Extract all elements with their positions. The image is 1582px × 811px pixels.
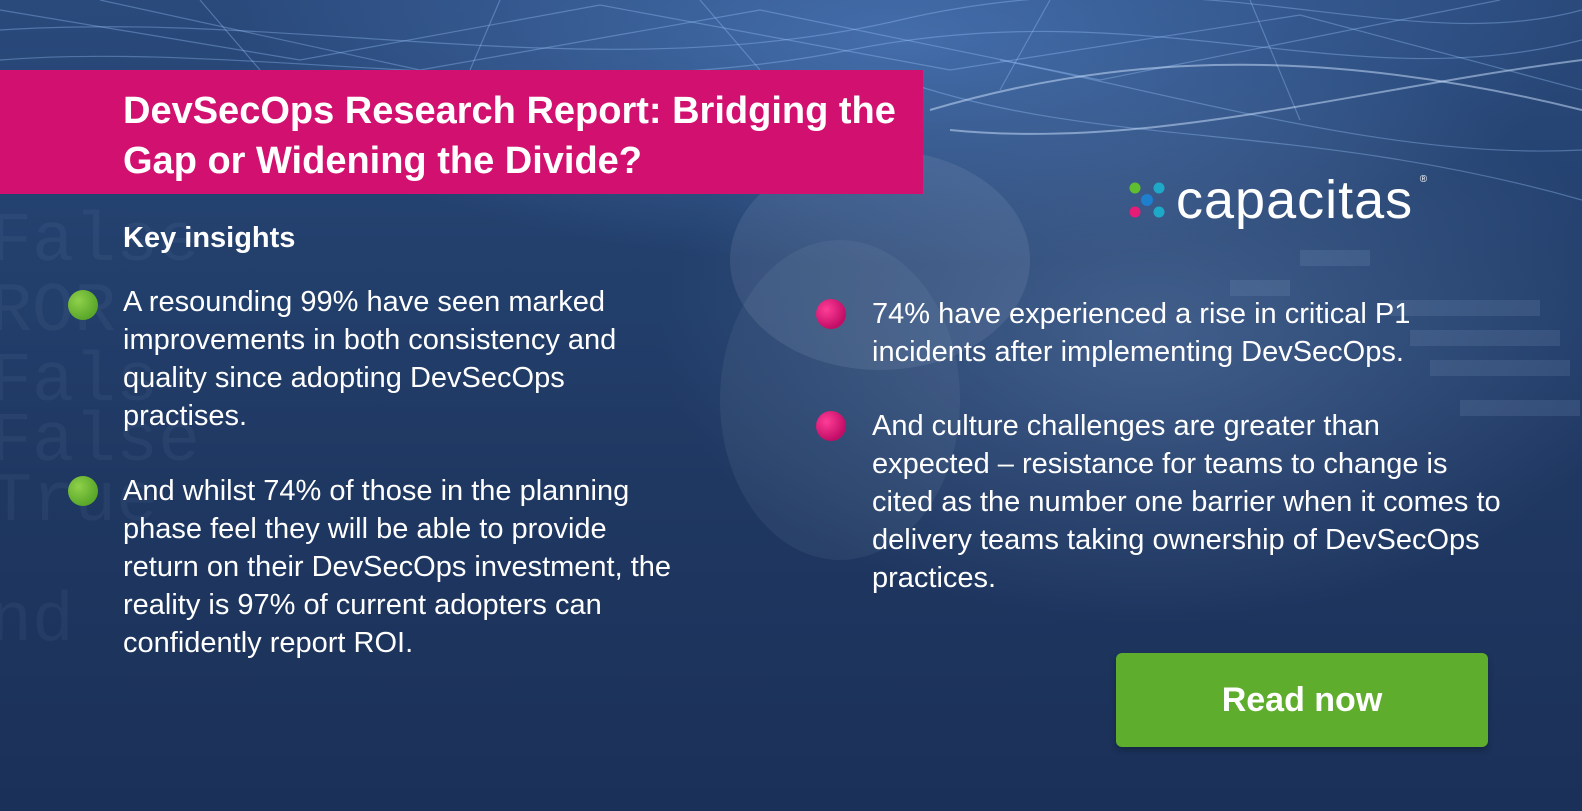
pink-dot-icon [816,299,846,329]
pink-dot-icon [816,411,846,441]
read-now-button[interactable]: Read now [1116,653,1488,747]
green-dot-icon [68,290,98,320]
capacitas-logo[interactable]: capacitas ® [1128,170,1427,230]
insight-right-1: 74% have experienced a rise in critical … [872,298,1411,368]
logo-wordmark: capacitas [1176,170,1414,230]
title-bar [0,70,923,194]
key-insights-heading: Key insights [123,222,296,254]
green-dot-icon [68,476,98,506]
insight-right-2: And culture challenges are greater than … [872,410,1501,594]
svg-text:Fals: Fals [0,343,158,422]
svg-text:False: False [0,403,200,482]
registered-mark: ® [1419,174,1428,185]
svg-text:nd: nd [0,583,74,662]
svg-text:False: False [0,203,200,282]
capacitas-x-logo-icon [1129,182,1165,218]
page-title: DevSecOps Research Report: Bridging the … [123,90,896,182]
insight-left-2: And whilst 74% of those in the planning … [123,475,672,659]
svg-text:ROR: ROR [0,273,116,352]
insight-left-1: A resounding 99% have seen marked improv… [123,286,617,432]
